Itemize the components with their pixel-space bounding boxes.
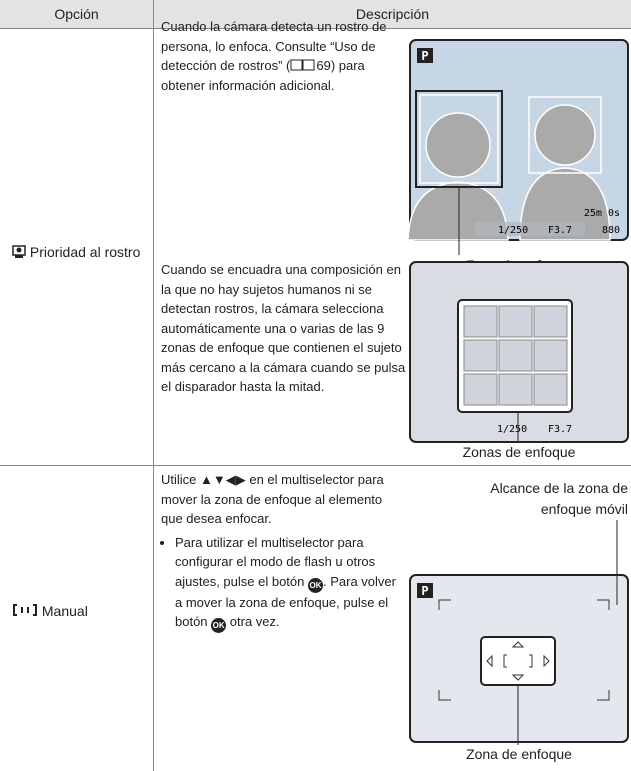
paragraph: Cuando se encuadra una composición en la… [161, 262, 406, 394]
text: Cuando la cámara detecta un rostro de pe… [161, 19, 387, 73]
ok-icon: OK [307, 577, 323, 593]
screen-3: P [409, 520, 629, 745]
screen-count: 880 [602, 225, 620, 236]
arrows: ▲▼◀▶ [200, 472, 246, 487]
header-row [0, 0, 631, 29]
screen-mode: P [421, 49, 428, 63]
screen-1: P 1/250 F3.7 25m 0s 880 [407, 39, 629, 255]
screen-aperture: F3.7 [548, 424, 572, 435]
caption: Alcance de la zona de enfoque móvil [490, 480, 628, 517]
paragraph: Cuando la cámara detecta un rostro de pe… [161, 17, 401, 95]
option-face: Prioridad al rostro [12, 243, 147, 261]
option-label: Prioridad al rostro [29, 244, 141, 260]
book-icon [290, 59, 315, 71]
text: ) para obtener información adicional. [161, 58, 365, 93]
screen-mode: P [421, 584, 428, 598]
screen-time: 25m 0s [584, 208, 620, 219]
page-ref: 69 [316, 58, 331, 73]
screen-shutter: 1/250 [498, 225, 528, 236]
screen-aperture: F3.7 [548, 225, 572, 236]
text: Utilice [161, 472, 201, 487]
bullet-list: Para utilizar el multiselector para conf… [161, 533, 401, 633]
ok-icon: OK [211, 618, 227, 633]
bracket-icon [13, 604, 37, 616]
text: en el multiselector para mover la zona d… [161, 472, 384, 526]
screen-2: 1/250 F3.7 [409, 261, 629, 443]
option-label: Manual [41, 603, 88, 619]
text: Para utilizar el multiselector para conf… [175, 534, 376, 589]
header-option: Opción [54, 6, 99, 22]
face-icon [12, 245, 26, 258]
header-description: Descripción [355, 6, 430, 22]
option-manual: Manual [12, 603, 88, 619]
caption: Zona de enfoque [466, 746, 572, 762]
text: . Para volver a mover la zona de enfoque… [175, 573, 396, 630]
caption: Zonas de enfoque [462, 444, 576, 460]
bullet: Para utilizar el multiselector para conf… [175, 533, 401, 633]
col-divider [153, 0, 154, 771]
screen-shutter: 1/250 [497, 424, 527, 435]
row-divider [0, 465, 631, 466]
paragraph: Utilice ▲▼◀▶ en el multiselector para mo… [161, 470, 401, 633]
text: otra vez. [226, 614, 280, 629]
